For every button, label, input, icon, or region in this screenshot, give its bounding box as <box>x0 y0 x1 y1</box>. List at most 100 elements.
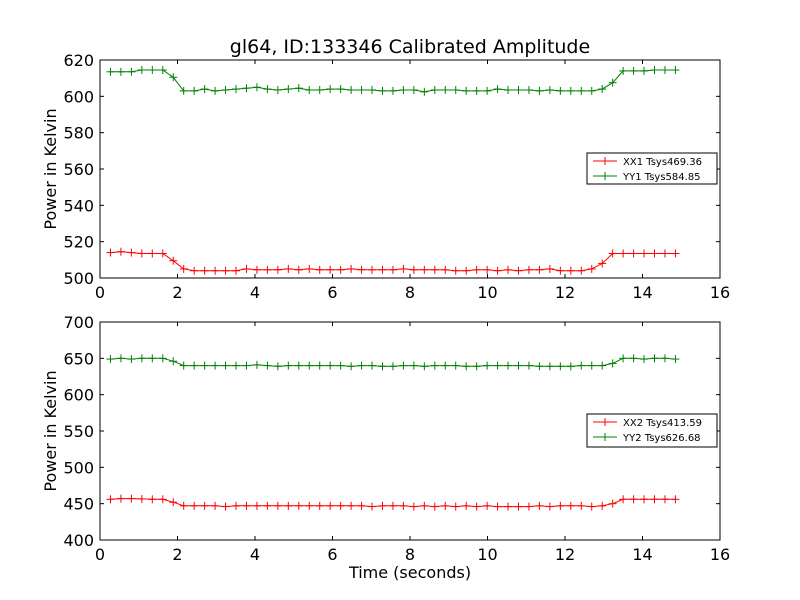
data-point-marker <box>504 502 513 511</box>
data-point-marker <box>169 73 178 82</box>
x-tick-label: 14 <box>632 283 652 302</box>
data-point-marker <box>242 501 251 510</box>
data-point-marker <box>514 85 523 94</box>
data-point-marker <box>263 361 272 370</box>
data-point-marker <box>472 265 481 274</box>
legend-box <box>586 152 718 185</box>
data-point-marker <box>148 249 157 258</box>
data-point-marker <box>399 361 408 370</box>
y-tick-label: 520 <box>63 233 94 252</box>
data-point-marker <box>598 501 607 510</box>
data-point-marker <box>158 354 167 363</box>
data-point-marker <box>399 85 408 94</box>
data-point-marker <box>242 264 251 273</box>
data-point-marker <box>629 66 638 75</box>
data-point-marker <box>169 256 178 265</box>
data-point-marker <box>116 354 125 363</box>
y-axis-title: Power in Kelvin <box>41 108 60 229</box>
data-point-marker <box>598 361 607 370</box>
data-point-marker <box>148 354 157 363</box>
data-point-marker <box>430 85 439 94</box>
y-tick-label: 400 <box>63 531 94 550</box>
data-point-marker <box>179 264 188 273</box>
data-point-marker <box>232 266 241 275</box>
x-tick-label: 16 <box>710 283 730 302</box>
x-axis-title: Time (seconds) <box>348 563 471 582</box>
data-point-marker <box>409 265 418 274</box>
data-point-marker <box>430 502 439 511</box>
data-point-marker <box>378 265 387 274</box>
data-point-marker <box>640 249 649 258</box>
y-tick-label: 560 <box>63 160 94 179</box>
data-point-marker <box>524 361 533 370</box>
data-point-marker <box>347 264 356 273</box>
data-point-marker <box>221 502 230 511</box>
x-tick-label: 4 <box>250 545 260 564</box>
data-point-marker <box>368 265 377 274</box>
data-point-marker <box>305 264 314 273</box>
data-point-marker <box>200 266 209 275</box>
data-point-marker <box>493 502 502 511</box>
x-tick-label: 0 <box>95 283 105 302</box>
data-point-marker <box>566 266 575 275</box>
data-point-marker <box>284 501 293 510</box>
x-tick-label: 12 <box>555 283 575 302</box>
data-point-marker <box>273 85 282 94</box>
data-point-marker <box>650 354 659 363</box>
data-point-marker <box>211 501 220 510</box>
data-point-marker <box>368 502 377 511</box>
data-point-marker <box>514 266 523 275</box>
data-point-marker <box>242 84 251 93</box>
legend-label: XX2 Tsys413.59 <box>623 418 702 429</box>
data-point-marker <box>409 85 418 94</box>
data-point-marker <box>127 494 136 503</box>
data-point-marker <box>399 501 408 510</box>
y-axis-title: Power in Kelvin <box>41 370 60 491</box>
y-tick-label: 500 <box>63 458 94 477</box>
data-point-marker <box>232 85 241 94</box>
data-point-marker <box>326 361 335 370</box>
data-point-marker <box>232 501 241 510</box>
data-point-marker <box>451 266 460 275</box>
top-panel: 0 2 4 6 8 10 12 14 16 500 520 540 560 580 600 620 Power … <box>41 51 730 302</box>
data-point-marker <box>472 86 481 95</box>
bottom-panel: 0 2 4 6 8 10 12 14 16 400 450 500 550 600 650 700 Power … <box>41 313 730 564</box>
data-point-marker <box>347 85 356 94</box>
data-point-marker <box>315 501 324 510</box>
data-point-marker <box>326 85 335 94</box>
y-tick-label: 580 <box>63 124 94 143</box>
data-point-marker <box>556 86 565 95</box>
data-point-marker <box>472 502 481 511</box>
data-point-marker <box>608 499 617 508</box>
data-point-marker <box>169 498 178 507</box>
y-tick-label: 540 <box>63 196 94 215</box>
data-point-marker <box>660 249 669 258</box>
data-point-marker <box>619 354 628 363</box>
x-tick-label: 10 <box>477 545 497 564</box>
data-point-marker <box>545 264 554 273</box>
data-point-marker <box>587 361 596 370</box>
data-point-marker <box>326 501 335 510</box>
data-point-marker <box>158 65 167 74</box>
data-point-marker <box>472 362 481 371</box>
data-point-marker <box>336 85 345 94</box>
data-point-marker <box>368 85 377 94</box>
data-point-marker <box>420 501 429 510</box>
data-point-marker <box>441 85 450 94</box>
data-point-marker <box>263 85 272 94</box>
data-point-marker <box>336 361 345 370</box>
data-point-marker <box>190 86 199 95</box>
data-point-marker <box>252 360 261 369</box>
data-point-marker <box>294 361 303 370</box>
data-point-marker <box>619 249 628 258</box>
data-point-marker <box>221 266 230 275</box>
data-point-marker <box>671 249 680 258</box>
legend-label: YY2 Tsys626.68 <box>622 433 701 444</box>
data-point-marker <box>660 65 669 74</box>
data-point-marker <box>179 501 188 510</box>
data-point-marker <box>629 249 638 258</box>
data-point-marker <box>566 362 575 371</box>
data-point-marker <box>671 495 680 504</box>
data-point-marker <box>305 361 314 370</box>
